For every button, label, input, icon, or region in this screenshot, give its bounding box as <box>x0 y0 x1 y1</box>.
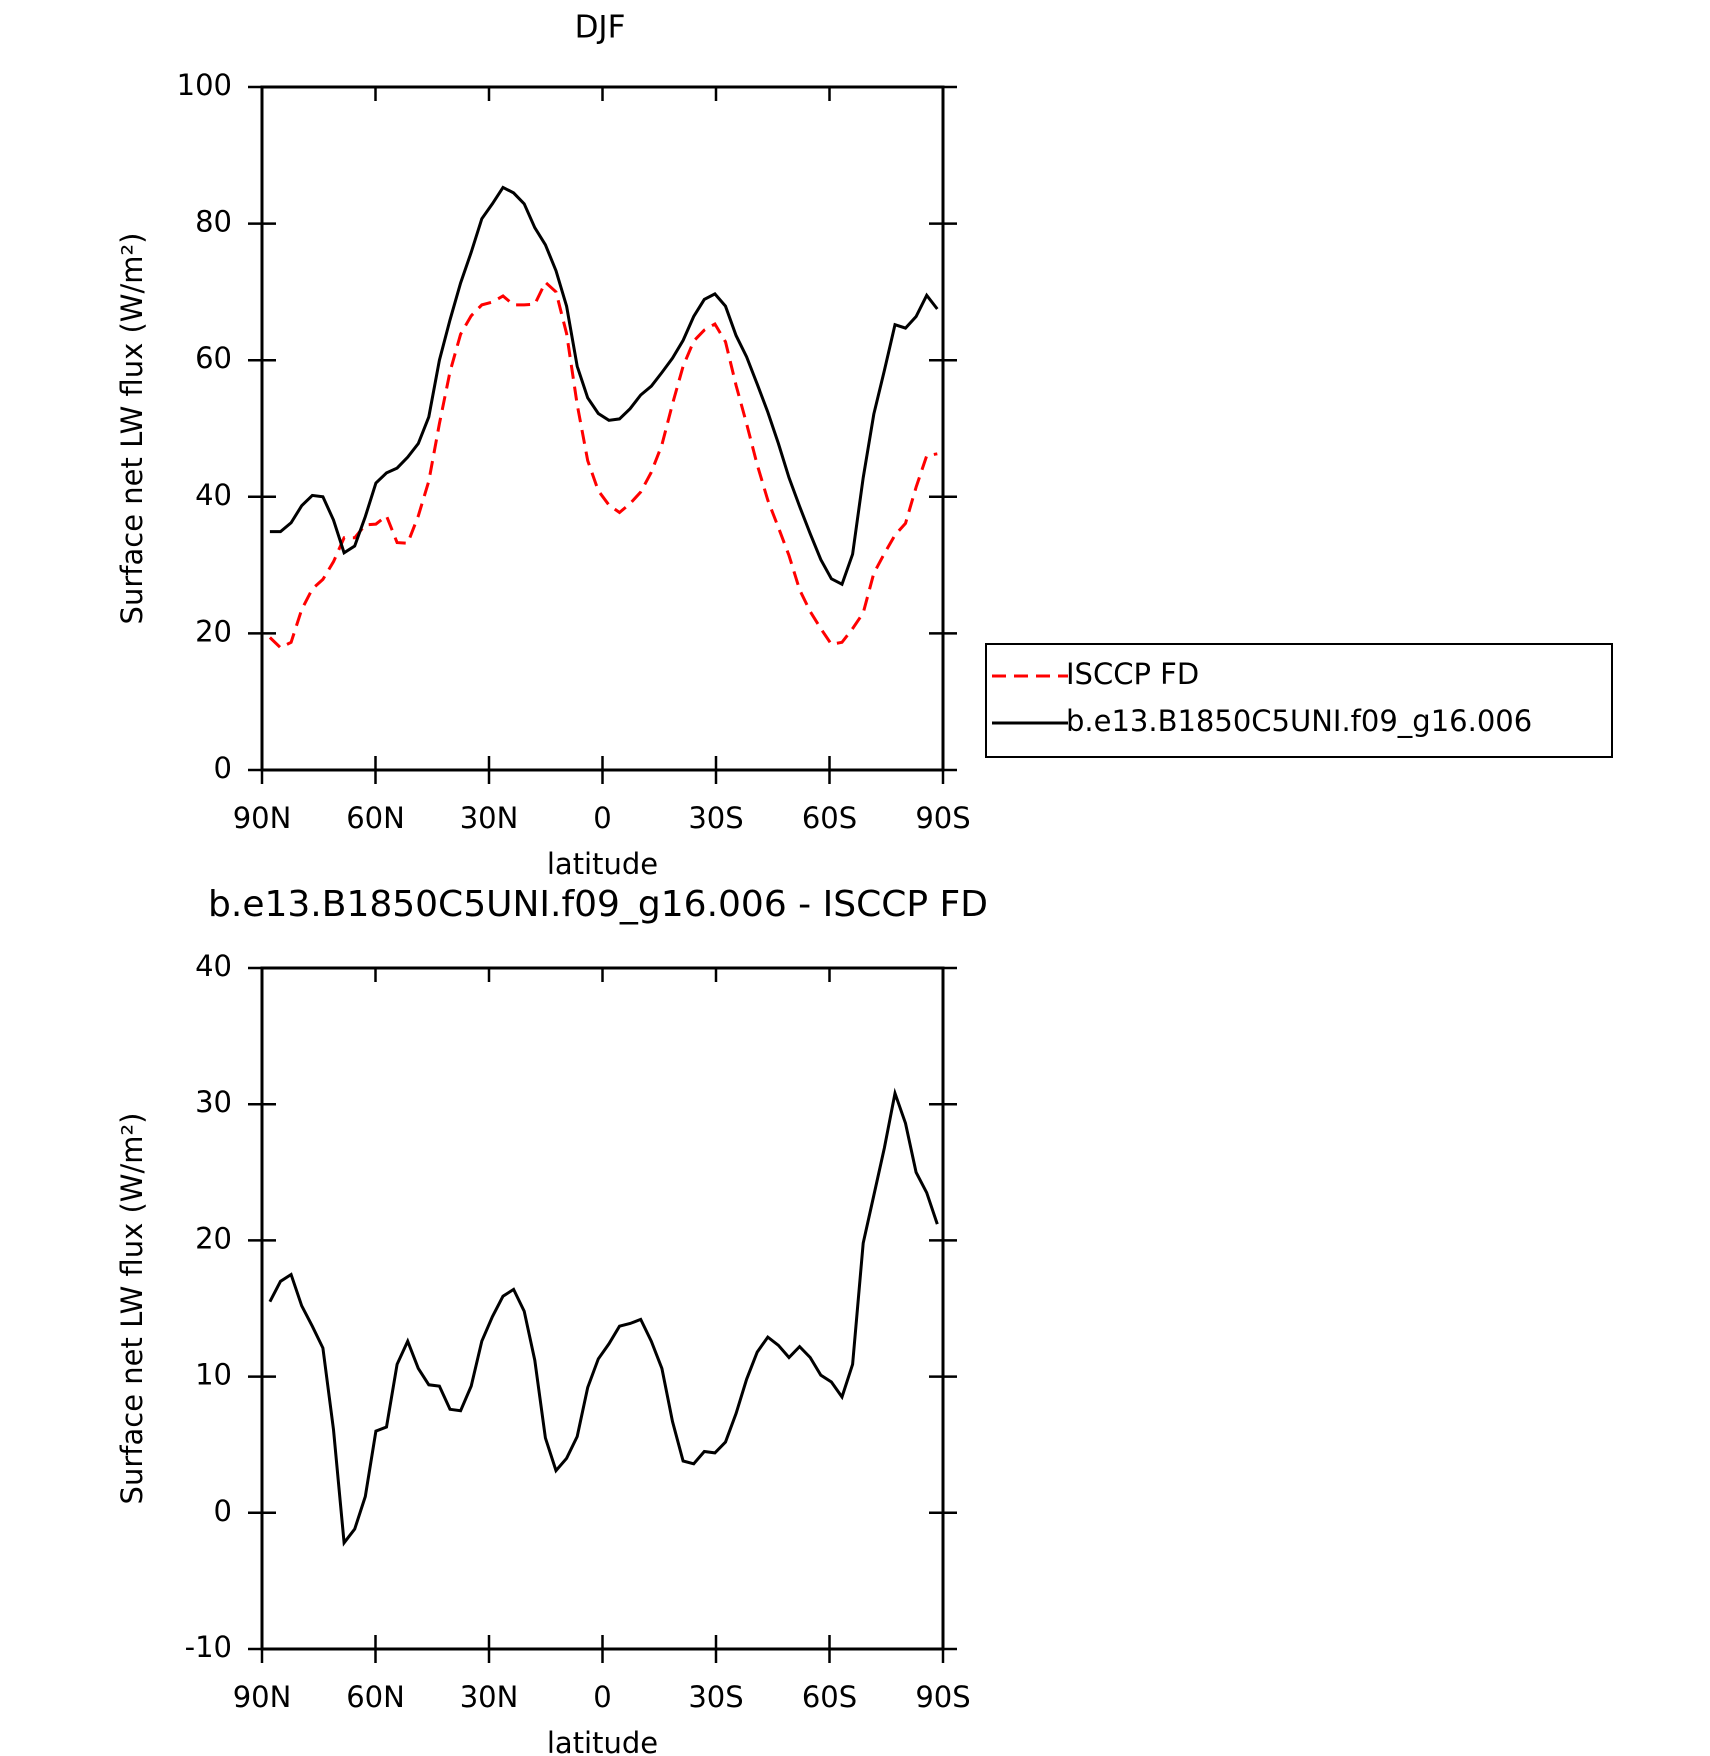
x-tick-label: 60N <box>346 801 405 835</box>
x-tick-label: 30N <box>460 1680 519 1714</box>
x-tick-label: 90S <box>915 1680 970 1714</box>
legend-label: ISCCP FD <box>1066 657 1199 691</box>
chart-title: DJF <box>575 10 626 46</box>
y-tick-label: 40 <box>195 478 232 512</box>
x-tick-label: 90S <box>915 801 970 835</box>
legend-box <box>985 643 1613 758</box>
x-tick-label: 90N <box>233 1680 292 1714</box>
plot-frame <box>260 85 945 772</box>
y-tick-label: 40 <box>195 949 232 983</box>
x-axis-label: latitude <box>547 847 658 881</box>
y-axis-label: Surface net LW flux (W/m²) <box>115 1113 149 1505</box>
y-axis-label: Surface net LW flux (W/m²) <box>115 233 149 625</box>
y-tick-label: 20 <box>195 1221 232 1255</box>
y-tick-label: 60 <box>195 341 232 375</box>
legend-label: b.e13.B1850C5UNI.f09_g16.006 <box>1066 704 1532 738</box>
x-tick-label: 60S <box>802 1680 857 1714</box>
chart-title: b.e13.B1850C5UNI.f09_g16.006 - ISCCP FD <box>208 884 988 925</box>
y-tick-label: 10 <box>195 1358 232 1392</box>
series-line <box>269 185 939 587</box>
x-tick-label: 0 <box>593 801 611 835</box>
y-tick-label: 0 <box>214 751 232 785</box>
plot-frame <box>260 966 945 1651</box>
x-tick-label: 30N <box>460 801 519 835</box>
y-tick-label: 30 <box>195 1085 232 1119</box>
series-line <box>268 1087 939 1547</box>
x-tick-label: 0 <box>593 1680 611 1714</box>
y-tick-label: -10 <box>185 1630 232 1664</box>
x-tick-label: 60N <box>346 1680 405 1714</box>
x-axis-label: latitude <box>547 1726 658 1756</box>
y-tick-label: 80 <box>195 205 232 239</box>
x-tick-label: 30S <box>688 1680 743 1714</box>
series-line <box>268 279 938 650</box>
x-tick-label: 90N <box>233 801 292 835</box>
y-tick-label: 100 <box>177 68 232 102</box>
y-tick-label: 20 <box>195 614 232 648</box>
y-tick-label: 0 <box>214 1494 232 1528</box>
x-tick-label: 60S <box>802 801 857 835</box>
x-tick-label: 30S <box>688 801 743 835</box>
